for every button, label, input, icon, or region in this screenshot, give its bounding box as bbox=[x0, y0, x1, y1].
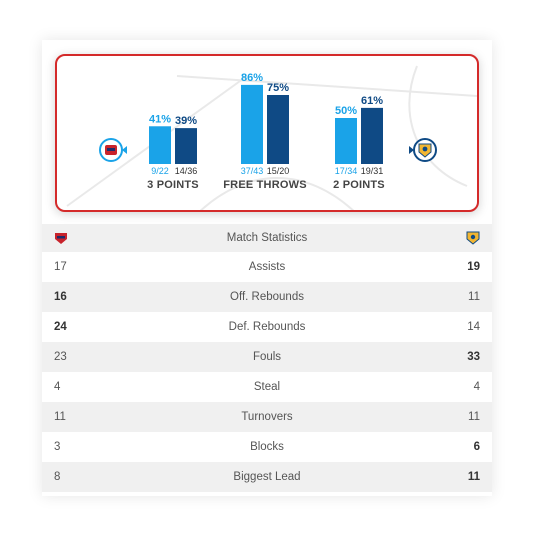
cska-logo-icon bbox=[55, 233, 67, 244]
bar-home-1 bbox=[241, 84, 263, 164]
match-statistics-table: Match Statistics 17 Assists 19 16 Off. Rebou… bbox=[42, 224, 492, 492]
khimki-logo-icon bbox=[466, 231, 480, 245]
table-row: 17 Assists 19 bbox=[42, 252, 492, 282]
bar-made-attempted-label: 17/34 bbox=[335, 166, 358, 176]
away-value: 11 bbox=[467, 471, 480, 483]
home-value: 16 bbox=[54, 291, 67, 303]
away-team-logo bbox=[412, 231, 492, 245]
bar-made-attempted-label: 9/22 bbox=[151, 166, 169, 176]
category-label: FREE THROWS bbox=[223, 179, 306, 191]
cska-logo-icon bbox=[99, 138, 127, 162]
home-value: 17 bbox=[54, 261, 67, 273]
home-value: 3 bbox=[54, 441, 61, 453]
table-row: 11 Turnovers 11 bbox=[42, 402, 492, 432]
bar-pct-label: 50% bbox=[335, 105, 357, 117]
stat-label: Assists bbox=[248, 261, 286, 273]
home-value: 11 bbox=[54, 411, 66, 423]
bar-pct-label: 75% bbox=[267, 82, 289, 94]
table-row: 3 Blocks 6 bbox=[42, 432, 492, 462]
bar-pct-label: 86% bbox=[241, 72, 263, 84]
bar-away-0 bbox=[175, 128, 197, 164]
stat-label: Off. Rebounds bbox=[230, 291, 304, 303]
away-value: 4 bbox=[473, 381, 480, 393]
away-value: 11 bbox=[468, 291, 480, 303]
table-row: 4 Steal 4 bbox=[42, 372, 492, 402]
table-row: 24 Def. Rebounds 14 bbox=[42, 312, 492, 342]
bar-made-attempted-label: 19/31 bbox=[361, 166, 384, 176]
stat-label: Def. Rebounds bbox=[228, 321, 306, 333]
khimki-logo-icon bbox=[409, 138, 437, 162]
table-header-title: Match Statistics bbox=[226, 232, 308, 244]
category-label: 2 POINTS bbox=[333, 179, 385, 191]
bar-pct-label: 39% bbox=[175, 115, 197, 127]
stat-label: Biggest Lead bbox=[233, 471, 301, 483]
category-label: 3 POINTS bbox=[147, 179, 199, 191]
home-team-logo bbox=[42, 231, 122, 245]
stat-label: Turnovers bbox=[241, 411, 293, 423]
bar-pct-label: 61% bbox=[361, 95, 383, 107]
table-row: 23 Fouls 33 bbox=[42, 342, 492, 372]
table-header-row: Match Statistics bbox=[42, 224, 492, 252]
home-value: 8 bbox=[54, 471, 61, 483]
table-row: 8 Biggest Lead 11 bbox=[42, 462, 492, 492]
stat-label: Blocks bbox=[250, 441, 284, 453]
bar-made-attempted-label: 14/36 bbox=[175, 166, 198, 176]
shooting-chart: 41% 9/22 39% 14/36 3 POINTS 86% 37/43 75% 15/20 F… bbox=[66, 65, 477, 210]
away-value: 11 bbox=[468, 411, 480, 423]
away-value: 33 bbox=[467, 351, 480, 363]
bar-home-0 bbox=[149, 126, 171, 164]
home-value: 4 bbox=[54, 381, 61, 393]
shooting-chart-panel: 41% 9/22 39% 14/36 3 POINTS 86% 37/43 75% 15/20 F… bbox=[55, 54, 479, 212]
stat-label: Fouls bbox=[252, 351, 282, 363]
away-value: 14 bbox=[467, 321, 480, 333]
bar-made-attempted-label: 15/20 bbox=[267, 166, 290, 176]
stat-label: Steal bbox=[253, 381, 281, 393]
home-value: 24 bbox=[54, 321, 67, 333]
bar-made-attempted-label: 37/43 bbox=[241, 166, 264, 176]
bar-home-2 bbox=[335, 118, 357, 164]
away-value: 6 bbox=[473, 441, 480, 453]
bar-away-1 bbox=[267, 95, 289, 164]
home-value: 23 bbox=[54, 351, 67, 363]
table-row: 16 Off. Rebounds 11 bbox=[42, 282, 492, 312]
bar-away-2 bbox=[361, 107, 383, 164]
away-value: 19 bbox=[467, 261, 480, 273]
bar-pct-label: 41% bbox=[149, 113, 171, 125]
